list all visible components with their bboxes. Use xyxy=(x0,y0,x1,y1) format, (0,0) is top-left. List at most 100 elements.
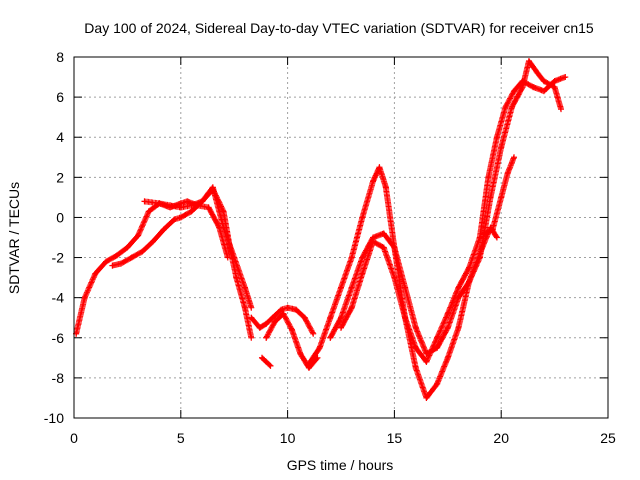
data-point xyxy=(156,200,163,207)
y-axis-label: SDTVAR / TECUs xyxy=(6,182,22,294)
data-point xyxy=(444,354,451,361)
data-point xyxy=(92,270,99,277)
data-point xyxy=(434,334,441,341)
series-track-9 xyxy=(338,74,569,365)
data-point xyxy=(139,248,146,255)
x-tick-label: 25 xyxy=(600,430,616,446)
x-tick-label: 0 xyxy=(70,430,78,446)
chart-title: Day 100 of 2024, Sidereal Day-to-day VTE… xyxy=(84,20,594,36)
data-point xyxy=(288,326,295,333)
y-tick-label: -10 xyxy=(44,410,64,426)
data-point xyxy=(412,324,419,331)
data-point xyxy=(511,154,518,161)
x-tick-label: 20 xyxy=(493,430,509,446)
data-point xyxy=(498,194,505,201)
data-point xyxy=(248,334,255,341)
series-track-3 xyxy=(141,198,231,261)
data-point xyxy=(338,284,344,291)
data-point xyxy=(485,174,492,181)
data-point xyxy=(540,78,547,85)
data-point xyxy=(391,274,398,281)
data-point xyxy=(348,304,355,311)
data-point xyxy=(359,214,366,221)
series-track-8 xyxy=(327,58,565,357)
data-point xyxy=(489,226,496,233)
plot-frame xyxy=(73,56,609,419)
data-point xyxy=(263,334,270,341)
data-point xyxy=(310,330,317,337)
x-axis-label: GPS time / hours xyxy=(287,457,394,473)
series-track-5 xyxy=(263,310,321,371)
data-point xyxy=(487,194,494,201)
data-point xyxy=(256,324,263,331)
axis-ticks: -10 -8 -6 -4 -2 0 2 4 6 8 0 5 10 15 20 25 xyxy=(44,49,616,446)
data-point xyxy=(293,306,300,313)
data-point xyxy=(258,354,265,361)
data-point xyxy=(551,84,558,91)
data-point xyxy=(241,304,248,311)
data-point xyxy=(224,254,231,261)
data-point xyxy=(109,262,116,269)
data-point xyxy=(327,314,334,321)
data-point xyxy=(423,394,430,401)
data-point xyxy=(359,254,366,261)
data-point xyxy=(476,254,483,261)
y-tick-label: -8 xyxy=(52,370,65,386)
data-point xyxy=(278,306,285,313)
data-point xyxy=(338,324,344,331)
data-point xyxy=(205,204,212,211)
y-tick-label: 0 xyxy=(56,209,64,225)
data-point xyxy=(124,244,131,251)
data-point xyxy=(476,234,483,241)
data-point xyxy=(562,74,569,81)
data-point xyxy=(280,310,287,317)
data-points xyxy=(73,58,569,401)
data-point xyxy=(338,314,344,321)
data-point xyxy=(382,184,389,191)
series-track-4 xyxy=(248,304,317,337)
data-point xyxy=(301,314,308,321)
data-point xyxy=(263,358,270,365)
data-point xyxy=(135,232,142,239)
data-point xyxy=(284,304,291,311)
data-point xyxy=(150,238,157,245)
data-point xyxy=(391,244,398,251)
data-point xyxy=(504,170,511,177)
data-point xyxy=(412,344,419,351)
data-point xyxy=(444,310,451,317)
data-point xyxy=(269,314,276,321)
data-point xyxy=(498,144,505,151)
data-point xyxy=(160,226,167,233)
data-point xyxy=(511,88,518,95)
data-point xyxy=(530,84,537,91)
data-point xyxy=(81,294,88,301)
data-point xyxy=(241,284,248,291)
data-point xyxy=(423,358,430,365)
data-point xyxy=(128,254,135,261)
x-tick-label: 10 xyxy=(280,430,296,446)
data-point xyxy=(177,200,184,207)
data-point xyxy=(117,260,124,267)
data-point xyxy=(370,238,377,245)
data-point xyxy=(376,164,383,171)
y-tick-label: -4 xyxy=(52,290,65,306)
data-point xyxy=(493,234,500,241)
data-point xyxy=(141,198,148,205)
data-point xyxy=(359,270,366,277)
x-tick-label: 5 xyxy=(177,430,185,446)
data-point xyxy=(316,344,323,351)
data-point xyxy=(171,216,178,223)
data-point xyxy=(519,84,526,91)
data-point xyxy=(370,178,377,185)
data-point xyxy=(455,284,462,291)
data-point xyxy=(380,230,387,237)
data-point xyxy=(348,254,355,261)
data-point xyxy=(271,318,278,325)
data-point xyxy=(327,334,334,341)
data-point xyxy=(402,314,409,321)
data-point xyxy=(267,362,274,369)
data-point xyxy=(525,58,532,65)
y-tick-label: -6 xyxy=(52,330,65,346)
